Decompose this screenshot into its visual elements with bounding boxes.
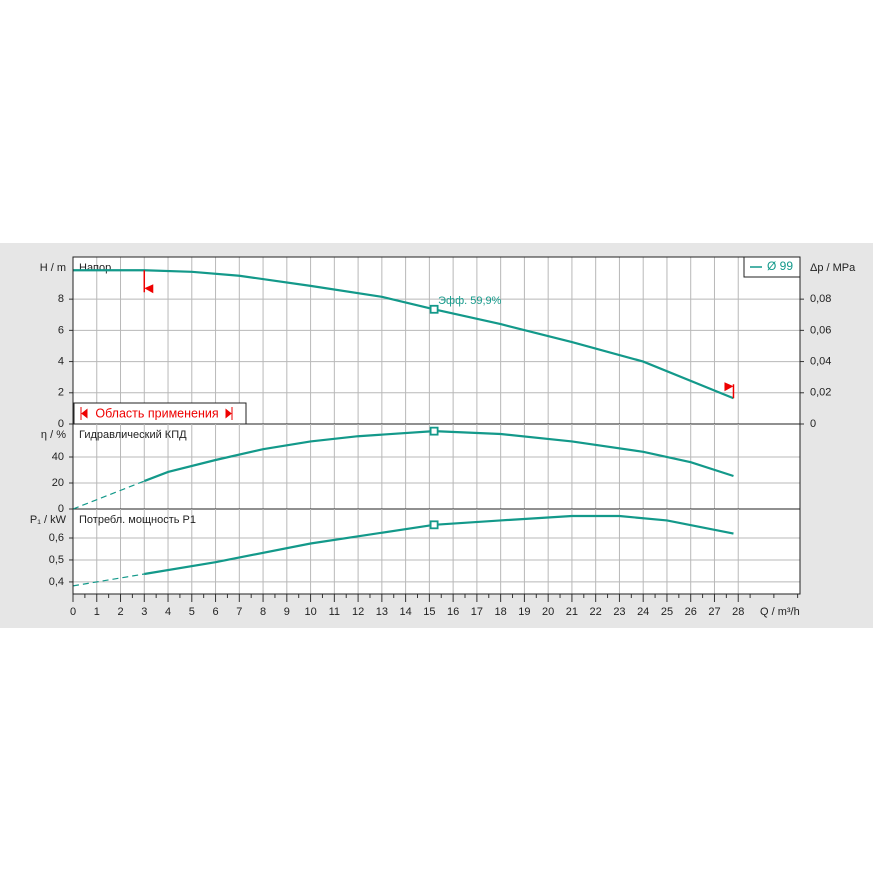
operating-point [429, 304, 439, 314]
x-tick-label: 6 [212, 606, 218, 618]
x-tick-label: 28 [732, 606, 744, 618]
x-tick-label: 20 [542, 606, 554, 618]
x-tick-label: 26 [685, 606, 697, 618]
y-axis-label: H / m [40, 262, 66, 274]
x-tick-label: 17 [471, 606, 483, 618]
curve-extrapolated [72, 573, 145, 587]
operating-point [429, 426, 439, 436]
x-tick-label: 2 [117, 606, 123, 618]
y-tick-label: 0 [58, 503, 64, 515]
x-tick-label: 7 [236, 606, 242, 618]
x-tick-label: 3 [141, 606, 147, 618]
x-tick-label: 8 [260, 606, 266, 618]
curve [143, 430, 734, 483]
x-axis-label: Q / m³/h [760, 606, 800, 618]
curve [144, 514, 734, 576]
y-tick-label: 0,5 [49, 554, 64, 566]
x-tick-label: 23 [613, 606, 625, 618]
range-arrows [80, 407, 233, 420]
y-tick-label: 0 [58, 418, 64, 430]
y-axis-label: η / % [41, 429, 66, 441]
x-tick-label: 25 [661, 606, 673, 618]
x-tick-label: 21 [566, 606, 578, 618]
x-tick-label: 27 [708, 606, 720, 618]
y2-tick-label: 0,02 [810, 387, 831, 399]
y2-tick-label: 0,06 [810, 324, 831, 336]
panel-title: Гидравлический КПД [79, 429, 187, 441]
panel-title: Напор [79, 262, 111, 274]
curve-extrapolated [72, 480, 145, 510]
y-tick-label: 6 [58, 324, 64, 336]
x-tick-label: 22 [590, 606, 602, 618]
range-label-box [73, 402, 247, 425]
y2-tick-label: 0,04 [810, 355, 831, 367]
curve [73, 269, 734, 400]
x-tick-label: 0 [70, 606, 76, 618]
x-tick-label: 13 [376, 606, 388, 618]
panel-title: Потребл. мощность P1 [79, 514, 196, 526]
x-tick-label: 15 [423, 606, 435, 618]
y-tick-label: 20 [52, 477, 64, 489]
y2-tick-label: 0 [810, 418, 816, 430]
x-tick-label: 14 [399, 606, 411, 618]
range-min-flag [144, 284, 154, 294]
y-tick-label: 0,4 [49, 576, 64, 588]
frame [72, 256, 801, 595]
x-tick-label: 16 [447, 606, 459, 618]
legend-label: Ø 99 [767, 259, 793, 273]
x-tick-label: 24 [637, 606, 649, 618]
x-tick-label: 9 [284, 606, 290, 618]
y-axis-label: P₁ / kW [30, 514, 67, 526]
y-tick-label: 8 [58, 293, 64, 305]
y-tick-label: 0,6 [49, 532, 64, 544]
x-tick-label: 4 [165, 606, 171, 618]
y2-axis-label: Δp / MPa [810, 262, 856, 274]
range-label: Область применения [95, 406, 218, 420]
y-tick-label: 4 [58, 355, 64, 367]
x-tick-label: 1 [94, 606, 100, 618]
operating-point [429, 520, 439, 530]
range-max-flag [724, 382, 734, 392]
annotation: Эфф. 59,9% [438, 295, 502, 307]
x-tick-label: 5 [189, 606, 195, 618]
x-tick-label: 18 [495, 606, 507, 618]
x-tick-label: 11 [329, 606, 340, 618]
x-tick-label: 10 [304, 606, 316, 618]
y2-tick-label: 0,08 [810, 293, 831, 305]
x-tick-label: 12 [352, 606, 364, 618]
x-tick-label: 19 [518, 606, 530, 618]
y-tick-label: 2 [58, 387, 64, 399]
y-tick-label: 40 [52, 451, 64, 463]
